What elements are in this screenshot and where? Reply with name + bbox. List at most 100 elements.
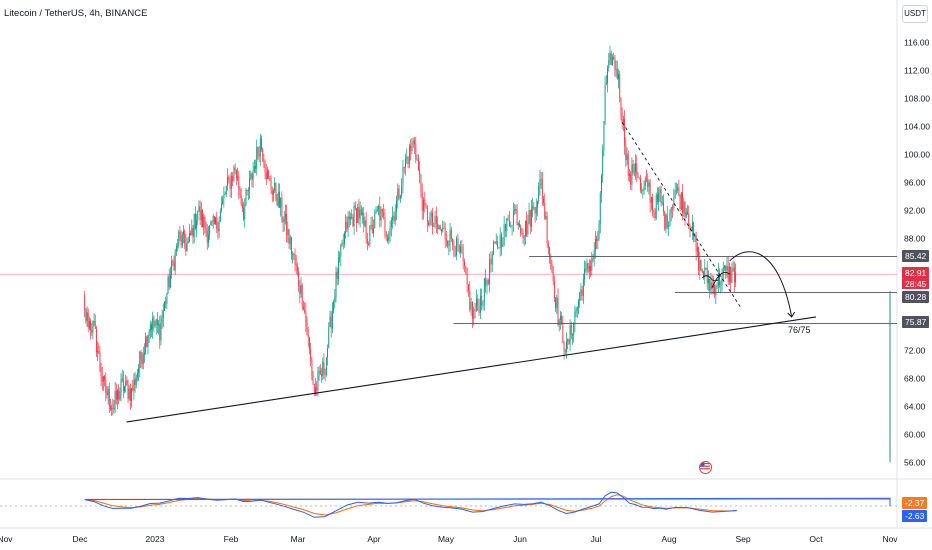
candle-body — [347, 216, 349, 229]
candle-body — [368, 243, 370, 245]
candle-body — [596, 238, 598, 242]
candle-body — [526, 220, 528, 235]
candle-body — [549, 247, 551, 257]
candle-body — [545, 216, 547, 219]
candle-body — [321, 374, 322, 377]
candle-body — [184, 230, 186, 244]
candle-body — [98, 351, 100, 353]
candle-body — [356, 208, 357, 223]
macd-line — [84, 491, 891, 518]
candle-body — [558, 320, 560, 325]
candle-body — [489, 258, 491, 284]
candle-body — [327, 348, 329, 358]
candle-body — [399, 195, 401, 199]
candle-body — [432, 212, 433, 227]
candle-body — [384, 216, 386, 232]
candle-body — [359, 209, 361, 219]
candle-body — [340, 244, 342, 258]
candle-body — [456, 238, 458, 256]
candle-body — [438, 225, 440, 230]
candle-body — [700, 260, 702, 270]
x-tick-label-7: Jun — [513, 534, 527, 544]
candle-body — [240, 195, 242, 205]
candle-body — [351, 216, 353, 218]
us-event-flag-icon[interactable] — [699, 461, 712, 474]
candle-body — [373, 228, 374, 234]
candle-body — [630, 173, 632, 185]
candle-body — [712, 284, 714, 288]
candle-body — [196, 220, 198, 229]
x-tick-label-9: Aug — [661, 534, 676, 544]
candle-body — [392, 215, 394, 221]
candle-body — [544, 202, 546, 219]
candle-body — [477, 298, 479, 306]
candle-body — [582, 279, 584, 297]
candle-body — [626, 154, 628, 160]
candle-body — [435, 215, 437, 224]
candle-body — [731, 270, 733, 283]
candle-body — [711, 282, 713, 288]
target-annotation: 76/75 — [788, 325, 811, 335]
candle-body — [193, 213, 195, 238]
signal-value-label: -2.37 — [902, 497, 928, 509]
candle-body — [279, 191, 280, 208]
candle-body — [485, 278, 487, 287]
candle-body — [294, 254, 296, 265]
candle-body — [362, 212, 363, 215]
candle-body — [304, 309, 306, 312]
candle-body — [493, 241, 495, 255]
candle-body — [168, 276, 170, 288]
candle-body — [306, 322, 308, 335]
level-label-75: 75.87 — [902, 316, 930, 328]
candle-body — [602, 150, 604, 176]
candle-body — [148, 331, 150, 337]
candle-body — [90, 320, 91, 331]
candle-body — [465, 266, 467, 270]
candle-body — [249, 178, 250, 191]
candle-body — [469, 290, 471, 310]
candle-body — [654, 211, 656, 219]
candle-body — [235, 169, 237, 179]
candle-body — [722, 268, 724, 275]
candle-body — [155, 319, 157, 326]
candle-body — [337, 257, 339, 279]
candle-body — [161, 318, 163, 323]
candle-body — [252, 171, 254, 180]
candle-body — [562, 323, 564, 343]
candle-body — [146, 336, 148, 347]
candle-body — [652, 197, 654, 211]
currency-unit-button[interactable]: USDT — [902, 5, 928, 23]
candle-body — [705, 267, 707, 269]
candle-body — [376, 209, 378, 212]
candle-body — [322, 362, 324, 377]
candle-body — [678, 187, 680, 196]
candle-body — [715, 287, 717, 296]
candle-body — [616, 68, 618, 79]
candle-body — [224, 194, 226, 195]
candle-body — [419, 169, 421, 175]
y-tick-label-7: 88.00 — [904, 234, 926, 244]
candle-body — [179, 231, 181, 236]
candle-body — [430, 212, 432, 217]
candle-body — [450, 229, 452, 239]
candle-body — [621, 113, 623, 124]
candle-body — [646, 178, 647, 180]
candle-body — [171, 260, 173, 275]
candle-body — [100, 367, 102, 377]
candle-body — [627, 154, 629, 176]
candle-body — [276, 198, 278, 206]
candle-body — [442, 227, 444, 232]
candle-body — [244, 204, 246, 220]
candle-body — [256, 146, 258, 169]
candle-body — [136, 372, 138, 378]
candle-body — [125, 380, 127, 387]
candle-body — [120, 379, 122, 393]
candle-body — [330, 316, 332, 329]
candle-body — [546, 216, 548, 244]
candle-body — [719, 272, 721, 286]
x-tick-label-4: Mar — [291, 534, 306, 544]
candle-body — [732, 267, 734, 271]
candle-body — [421, 192, 423, 211]
